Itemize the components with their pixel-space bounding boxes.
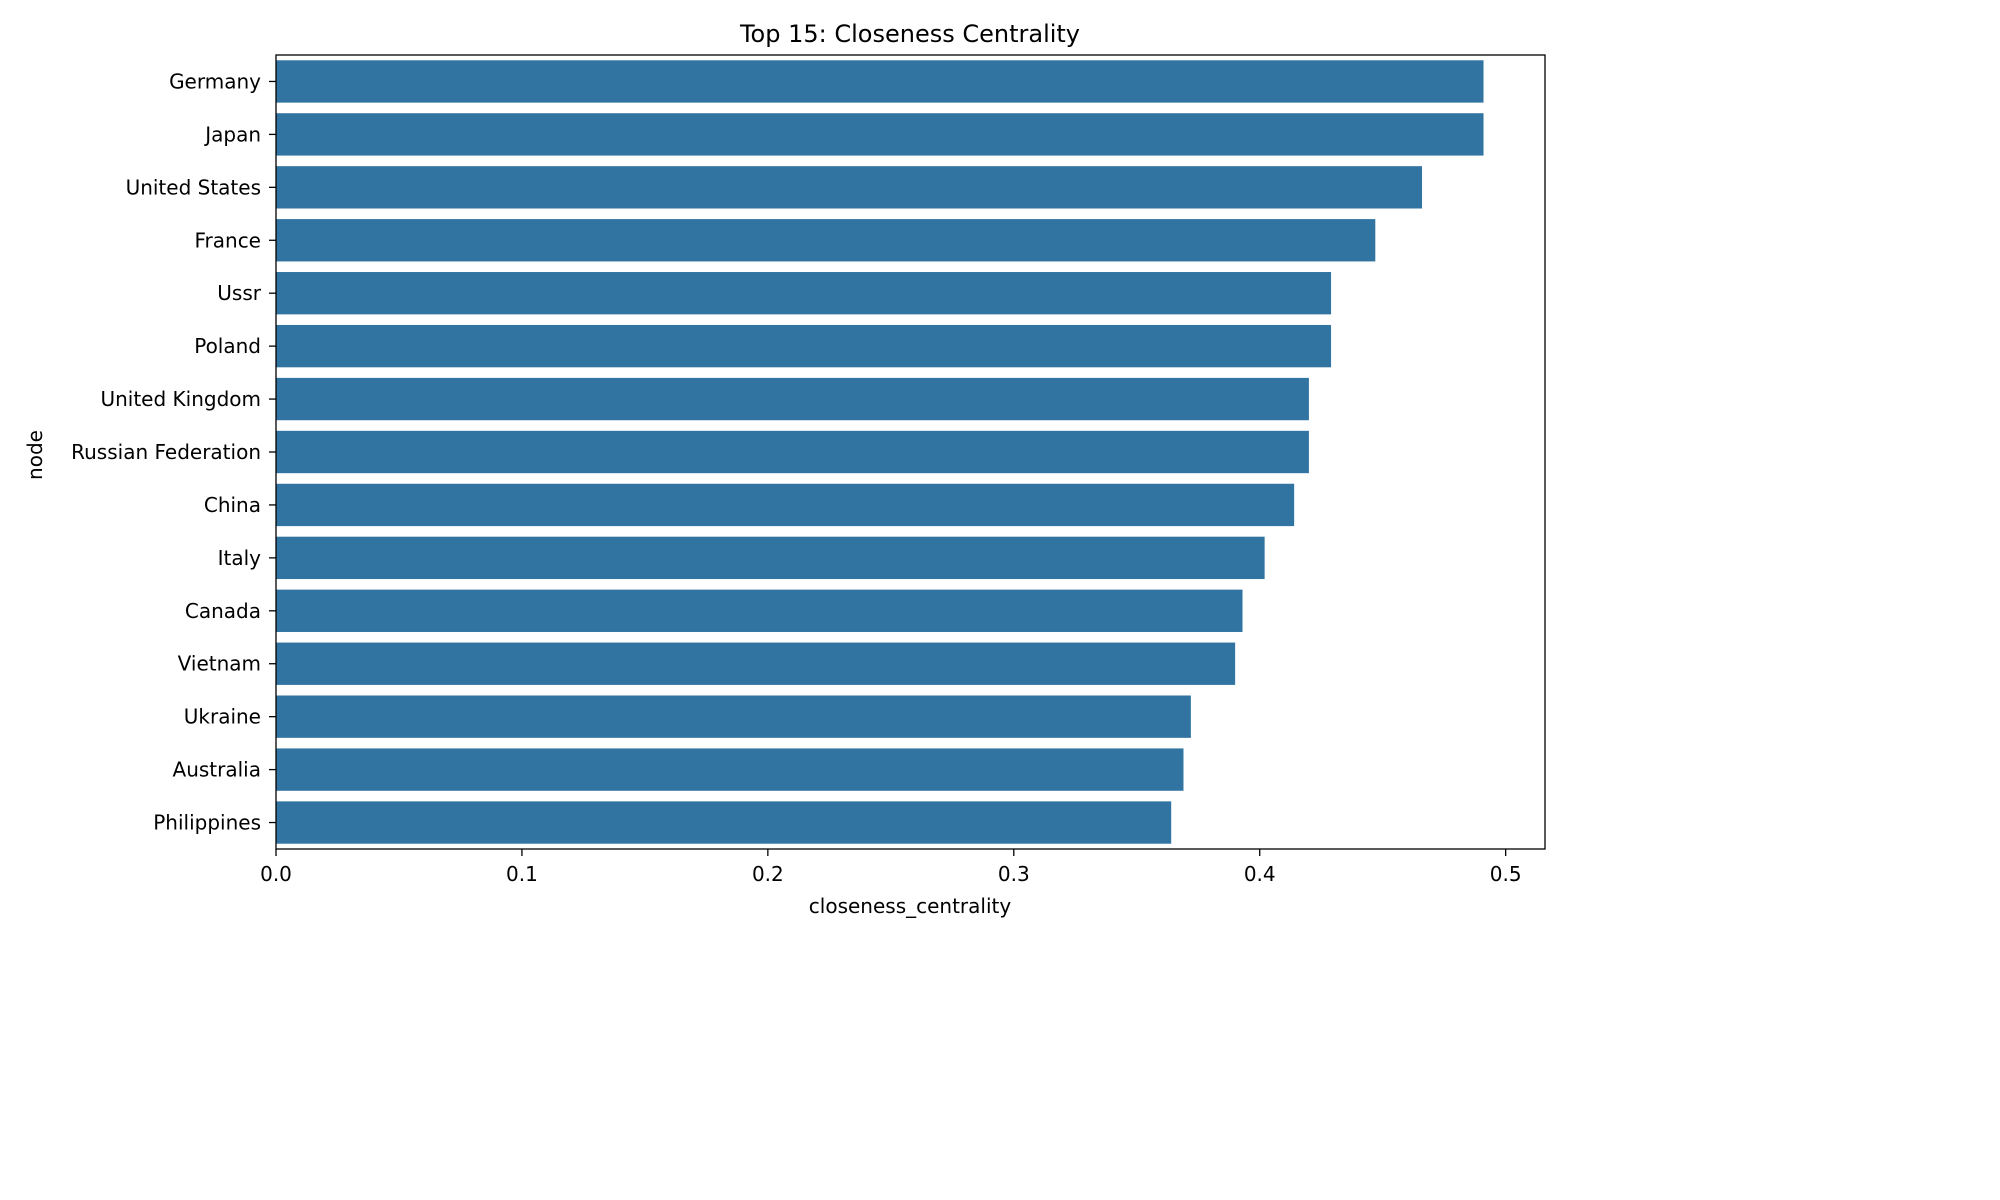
bars-group — [276, 60, 1484, 844]
x-axis-label: closeness_centrality — [809, 894, 1012, 918]
x-tick-label: 0.0 — [260, 862, 292, 886]
bar-japan — [276, 113, 1484, 156]
x-axis-ticks: 0.0 0.1 0.2 0.3 0.4 0.5 — [260, 849, 1522, 886]
bar-germany — [276, 60, 1484, 103]
x-tick-label: 0.5 — [1490, 862, 1522, 886]
x-tick-label: 0.2 — [752, 862, 784, 886]
bar-ussr — [276, 272, 1332, 315]
bar-italy — [276, 536, 1265, 580]
bar-australia — [276, 748, 1184, 791]
y-tick-label: United States — [126, 175, 261, 199]
y-tick-label: Australia — [173, 758, 261, 782]
y-tick-label: Japan — [203, 122, 261, 146]
bar-united-states — [276, 166, 1423, 209]
y-tick-label: Ussr — [217, 281, 261, 305]
y-tick-label: France — [194, 228, 261, 252]
bar-vietnam — [276, 642, 1236, 685]
chart-title: Top 15: Closeness Centrality — [739, 20, 1080, 48]
bar-philippines — [276, 801, 1172, 844]
bar-ukraine — [276, 695, 1191, 738]
y-tick-label: Vietnam — [178, 652, 261, 676]
y-tick-label: Russian Federation — [71, 440, 261, 464]
y-tick-label: Canada — [185, 599, 261, 623]
bar-russian-federation — [276, 430, 1309, 474]
x-tick-label: 0.1 — [506, 862, 538, 886]
y-tick-label: United Kingdom — [100, 387, 261, 411]
bar-poland — [276, 324, 1332, 368]
y-tick-label: Ukraine — [184, 705, 261, 729]
y-tick-label: Italy — [218, 546, 262, 570]
y-tick-label: China — [204, 493, 261, 517]
y-tick-label: Poland — [194, 334, 261, 358]
bar-france — [276, 219, 1376, 262]
y-tick-label: Philippines — [153, 811, 261, 835]
bar-chart: Top 15: Closeness Centrality Germany Japa… — [23, 20, 1546, 918]
y-axis-ticks: Germany Japan United States France Ussr Polan… — [71, 69, 276, 835]
y-tick-label: Germany — [169, 69, 261, 93]
bar-china — [276, 483, 1295, 527]
x-tick-label: 0.4 — [1244, 862, 1276, 886]
plot-frame — [275, 54, 1546, 850]
bar-united-kingdom — [276, 377, 1309, 421]
y-axis-label: node — [23, 430, 47, 480]
x-tick-label: 0.3 — [998, 862, 1030, 886]
bar-canada — [276, 589, 1243, 632]
